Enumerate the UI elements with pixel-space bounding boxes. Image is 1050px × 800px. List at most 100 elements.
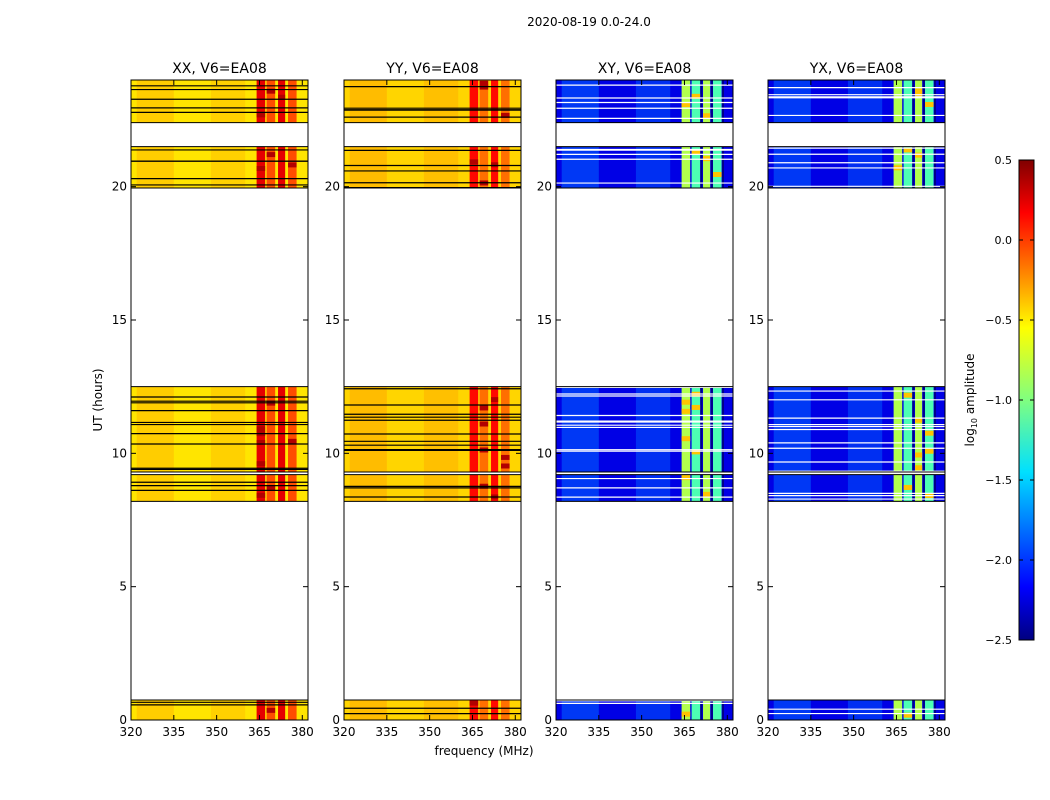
rfi-column <box>256 80 266 123</box>
y-tick-label: 15 <box>749 313 764 327</box>
x-tick-label: 335 <box>587 725 610 739</box>
x-tick-label: 335 <box>162 725 185 739</box>
rfi-patch <box>691 449 701 455</box>
rfi-column <box>501 700 510 720</box>
background-tone <box>136 386 174 472</box>
rfi-patch <box>491 397 499 403</box>
rfi-column <box>278 386 286 472</box>
x-tick-label: 365 <box>461 725 484 739</box>
background-tone <box>349 386 387 472</box>
panel-xy: XY, V6=EA08 320 335 350 365 380 0 5 10 15 20 <box>537 61 739 739</box>
x-tick-label: 350 <box>418 725 441 739</box>
y-tick-label: 0 <box>544 713 552 727</box>
y-tick-label: 0 <box>332 713 340 727</box>
rfi-column <box>925 474 934 502</box>
background-tone <box>635 700 671 720</box>
panel-title: XY, V6=EA08 <box>598 61 692 77</box>
rfi-patch <box>691 404 701 410</box>
colorbar-label-suffix: amplitude <box>963 354 977 418</box>
rfi-column <box>681 80 691 123</box>
panel-title: YY, V6=EA08 <box>385 61 478 77</box>
rfi-column <box>479 386 489 472</box>
rfi-column <box>288 700 297 720</box>
rfi-patch <box>681 102 691 108</box>
background-tone <box>561 80 599 123</box>
background-tone <box>635 146 671 188</box>
background-tone <box>136 80 174 123</box>
x-tick-label: 350 <box>842 725 865 739</box>
rfi-patch <box>266 152 276 158</box>
x-tick-label: 320 <box>333 725 356 739</box>
rfi-column <box>469 700 479 720</box>
rfi-column <box>703 146 711 188</box>
rfi-column <box>713 700 722 720</box>
rfi-column <box>691 386 701 472</box>
background-tone <box>635 386 671 472</box>
rfi-column <box>501 146 510 188</box>
rfi-column <box>915 700 923 720</box>
y-tick-label: 0 <box>119 713 127 727</box>
rfi-column <box>713 146 722 188</box>
rfi-column <box>713 386 722 472</box>
background-tone <box>210 146 246 188</box>
rfi-patch <box>915 452 923 458</box>
y-tick-label: 5 <box>332 580 340 594</box>
rfi-patch <box>256 492 266 498</box>
axes-frame <box>555 79 734 721</box>
y-tick-label: 15 <box>537 313 552 327</box>
rfi-patch <box>903 712 913 718</box>
rfi-patch <box>925 101 934 107</box>
rfi-column <box>681 700 691 720</box>
colorbar-tick-label: 0.5 <box>995 154 1013 167</box>
x-tick-label: 335 <box>375 725 398 739</box>
rfi-column <box>479 700 489 720</box>
rfi-patch <box>681 436 691 442</box>
y-tick-label: 0 <box>756 713 764 727</box>
background-tone <box>210 700 246 720</box>
rfi-patch <box>288 438 297 444</box>
y-tick-label: 5 <box>119 580 127 594</box>
rfi-column <box>703 80 711 123</box>
y-tick-label: 20 <box>749 180 764 194</box>
rfi-patch <box>479 405 489 411</box>
colorbar-tick-label: −2.5 <box>985 634 1012 647</box>
rfi-column <box>278 700 286 720</box>
rfi-column <box>925 700 934 720</box>
rfi-patch <box>256 165 266 171</box>
colorbar-tick-label: −2.0 <box>985 554 1012 567</box>
rfi-patch <box>501 454 510 460</box>
rfi-patch <box>681 475 691 481</box>
rfi-column <box>681 386 691 472</box>
x-tick-label: 320 <box>757 725 780 739</box>
x-tick-label: 320 <box>120 725 143 739</box>
rfi-patch <box>691 93 701 99</box>
background-tone <box>136 146 174 188</box>
rfi-column <box>266 386 276 472</box>
rfi-patch <box>256 461 266 467</box>
background-tone <box>847 474 883 502</box>
panel-xx: XX, V6=EA08 320 335 350 365 380 0 5 10 15 20 <box>112 61 314 739</box>
rfi-patch <box>256 439 266 445</box>
rfi-column <box>266 146 276 188</box>
rfi-column <box>469 146 479 188</box>
rfi-patch <box>915 417 923 423</box>
colorbar-tick-label: −1.0 <box>985 394 1012 407</box>
background-tone <box>210 474 246 502</box>
axes-frame <box>767 79 946 721</box>
rfi-patch <box>501 112 510 118</box>
rfi-patch <box>703 491 711 497</box>
rfi-column <box>691 80 701 123</box>
rfi-column <box>288 474 297 502</box>
background-tone <box>136 700 174 720</box>
rfi-patch <box>278 94 286 100</box>
rfi-patch <box>681 399 691 405</box>
rfi-column <box>491 386 499 472</box>
rfi-patch <box>491 162 499 168</box>
rfi-column <box>903 80 913 123</box>
panel-title: XX, V6=EA08 <box>172 61 267 77</box>
x-tick-label: 365 <box>248 725 271 739</box>
rfi-column <box>691 146 701 188</box>
background-tone <box>561 146 599 188</box>
rfi-patch <box>915 91 923 97</box>
rfi-patch <box>479 80 489 86</box>
